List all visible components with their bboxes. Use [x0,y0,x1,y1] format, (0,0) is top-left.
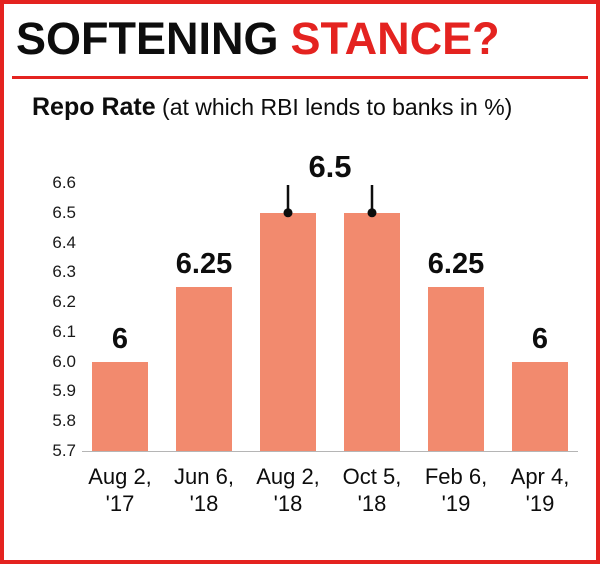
x-axis-label: Apr 4, '19 [510,464,570,516]
y-tick-label: 5.8 [52,411,76,431]
title-red: STANCE? [290,13,500,64]
subtitle-bold-text: Repo Rate [32,93,156,121]
header-divider [12,76,588,79]
chart-subtitle: Repo Rate (at which RBI lends to banks i… [32,93,596,122]
bar-value-label: 6 [111,322,129,355]
chart-area: 6.6 6.5 6.4 6.3 6.2 6.1 6.0 5.9 5.8 5.7 6 6.25 6.25… [4,126,596,550]
repo-rate-bar [92,361,148,451]
x-axis-label: Feb 6, '19 [424,464,488,516]
y-tick-label: 6.2 [52,292,76,312]
y-tick-label: 6.6 [52,173,76,192]
y-tick-label: 5.9 [52,381,76,401]
x-axis-label: Jun 6, '18 [174,464,234,516]
repo-rate-bar [344,212,400,451]
page-title: SOFTENING STANCE? [4,4,596,61]
bar-value-label: 6 [531,322,549,355]
title-black: SOFTENING [16,13,279,64]
y-tick-label: 5.7 [52,441,76,460]
repo-rate-bar [260,212,316,451]
bar-value-label: 6.25 [427,248,485,281]
plot-area: 6 6.25 6.25 6 [82,183,578,452]
subtitle-rest-text: (at which RBI lends to banks in %) [155,94,513,120]
repo-rate-bar [176,287,232,451]
y-tick-label: 6.4 [52,232,76,252]
group-value-label: 6.5 [285,149,375,185]
y-tick-label: 6.0 [52,351,76,371]
x-axis-label: Aug 2, '17 [88,464,152,516]
y-tick-label: 6.5 [52,202,76,222]
x-axis-label: Oct 5, '18 [342,464,402,516]
repo-rate-bar [512,361,568,451]
x-axis-label: Aug 2, '18 [256,464,320,516]
y-tick-label: 6.3 [52,262,76,282]
repo-rate-bar [428,287,484,451]
y-axis: 6.6 6.5 6.4 6.3 6.2 6.1 6.0 5.9 5.8 5.7 [4,126,76,550]
bar-value-label: 6.25 [175,248,233,281]
y-tick-label: 6.1 [52,321,76,341]
